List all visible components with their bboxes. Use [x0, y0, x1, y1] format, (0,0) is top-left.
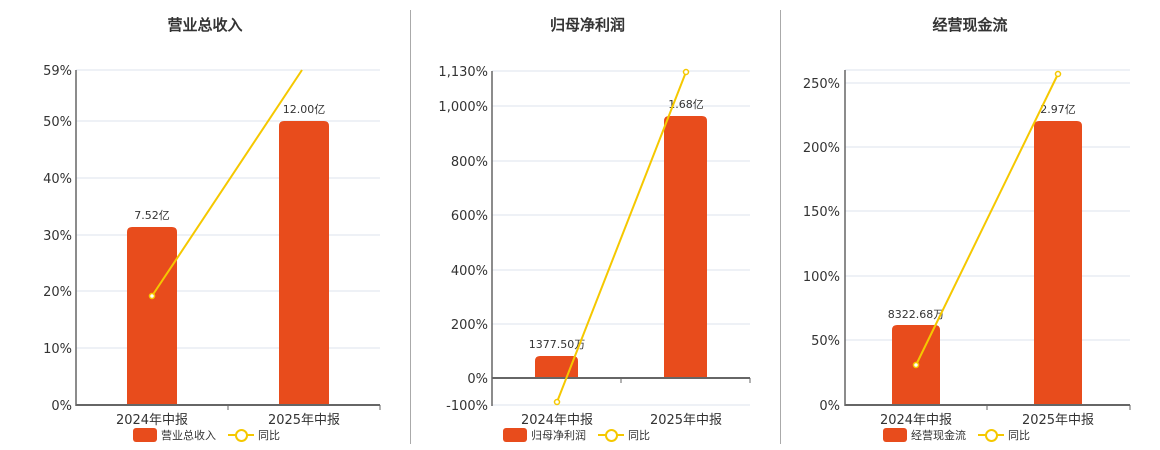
- legend-bar-swatch[interactable]: [133, 428, 157, 442]
- legend-line-label[interactable]: 同比: [628, 429, 650, 442]
- y-tick: 0%: [819, 399, 840, 414]
- revenue-chart: 0% 10% 20% 30% 40% 50% 59% 7.52亿 12.00亿 …: [43, 64, 381, 428]
- chart-legend: 归母净利润 同比: [503, 427, 650, 443]
- y-tick: 40%: [43, 172, 72, 187]
- operating-cashflow-chart: 0% 50% 100% 150% 200% 250% 8322.68万 2.97…: [803, 69, 1131, 428]
- yoy-point[interactable]: [682, 68, 690, 76]
- legend-bar-label[interactable]: 经营现金流: [911, 429, 966, 442]
- chart-legend: 营业总收入 同比: [133, 427, 280, 443]
- x-tick: 2024年中报: [880, 413, 952, 428]
- y-tick: 150%: [803, 205, 840, 220]
- x-tick: 2024年中报: [116, 413, 188, 428]
- revenue-chart-panel: 营业总收入 0% 10% 20% 30% 40% 50% 59% 7.52亿 1…: [0, 0, 410, 450]
- panel-divider: [780, 10, 781, 444]
- yoy-point[interactable]: [912, 361, 920, 369]
- legend-bar-label[interactable]: 营业总收入: [161, 429, 216, 442]
- y-tick: 200%: [451, 318, 488, 333]
- legend-line-label[interactable]: 同比: [258, 429, 280, 442]
- yoy-line: [151, 69, 303, 297]
- yoy-line: [915, 73, 1059, 366]
- y-tick: 600%: [451, 209, 488, 224]
- y-tick: 800%: [451, 155, 488, 170]
- net-profit-chart-panel: 归母净利润 -100% 0% 200% 400% 600% 800% 1,000…: [410, 0, 780, 450]
- x-tick: 2025年中报: [650, 413, 722, 428]
- chart-legend: 经营现金流 同比: [883, 427, 1030, 443]
- chart-title: 经营现金流: [932, 16, 1008, 34]
- y-tick: 250%: [803, 77, 840, 92]
- y-tick: 1,130%: [438, 65, 488, 80]
- y-tick: 30%: [43, 229, 72, 244]
- bar-2025[interactable]: [279, 121, 329, 405]
- y-tick: 20%: [43, 285, 72, 300]
- y-tick: 50%: [811, 334, 840, 349]
- y-tick: 0%: [467, 372, 488, 387]
- y-tick: 100%: [803, 270, 840, 285]
- bar-2025[interactable]: [664, 116, 707, 378]
- bar-value-label: 1377.50万: [529, 338, 586, 351]
- y-tick: 1,000%: [438, 100, 488, 115]
- bar-value-label: 8322.68万: [888, 308, 945, 321]
- y-tick: 10%: [43, 342, 72, 357]
- x-tick: 2025年中报: [1022, 413, 1094, 428]
- bar-2024[interactable]: [127, 227, 177, 405]
- legend-bar-swatch[interactable]: [503, 428, 527, 442]
- bar-value-label: 12.00亿: [283, 103, 326, 116]
- legend-line-swatch[interactable]: [978, 428, 1004, 442]
- yoy-line: [556, 71, 687, 403]
- y-tick: 400%: [451, 264, 488, 279]
- bar-value-label: 1.68亿: [668, 98, 704, 111]
- bar-2024[interactable]: [535, 356, 578, 378]
- y-tick: 200%: [803, 141, 840, 156]
- operating-cashflow-chart-panel: 经营现金流 0% 50% 100% 150% 200% 250% 8322.68…: [780, 0, 1160, 450]
- panel-divider: [410, 10, 411, 444]
- yoy-point[interactable]: [148, 292, 156, 300]
- x-tick: 2025年中报: [268, 413, 340, 428]
- legend-line-swatch[interactable]: [598, 428, 624, 442]
- yoy-point[interactable]: [1054, 70, 1062, 78]
- bar-value-label: 2.97亿: [1040, 103, 1076, 116]
- y-tick: 50%: [43, 115, 72, 130]
- yoy-point[interactable]: [553, 398, 561, 406]
- bar-value-label: 7.52亿: [134, 209, 170, 222]
- chart-title: 营业总收入: [167, 16, 243, 34]
- chart-title: 归母净利润: [549, 16, 625, 34]
- y-tick: -100%: [446, 399, 488, 414]
- y-tick: 0%: [51, 399, 72, 414]
- legend-line-label[interactable]: 同比: [1008, 429, 1030, 442]
- y-tick: 59%: [43, 64, 72, 79]
- bar-2025[interactable]: [1034, 121, 1082, 405]
- legend-bar-label[interactable]: 归母净利润: [531, 429, 586, 442]
- legend-line-swatch[interactable]: [228, 428, 254, 442]
- legend-bar-swatch[interactable]: [883, 428, 907, 442]
- net-profit-chart: -100% 0% 200% 400% 600% 800% 1,000% 1,13…: [438, 65, 751, 428]
- x-tick: 2024年中报: [521, 413, 593, 428]
